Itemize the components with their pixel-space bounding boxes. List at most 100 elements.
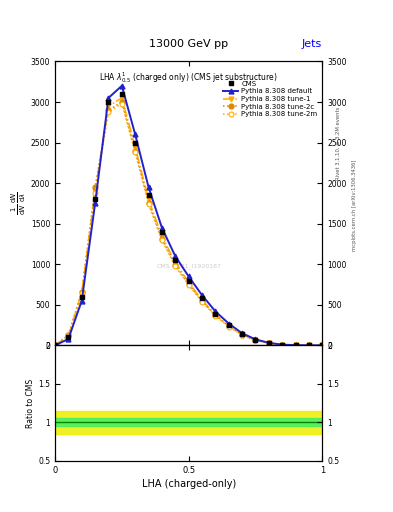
Pythia 8.308 tune-2c bbox=[53, 343, 57, 349]
Pythia 8.308 tune-2m bbox=[146, 201, 151, 207]
Text: Rivet 3.1.10, ≥ 3.2M events: Rivet 3.1.10, ≥ 3.2M events bbox=[336, 106, 341, 180]
Legend: CMS, Pythia 8.308 default, Pythia 8.308 tune-1, Pythia 8.308 tune-2c, Pythia 8.3: CMS, Pythia 8.308 default, Pythia 8.308 … bbox=[222, 79, 319, 119]
Line: Pythia 8.308 tune-2m: Pythia 8.308 tune-2m bbox=[53, 101, 325, 348]
Pythia 8.308 tune-1 bbox=[200, 297, 204, 303]
Pythia 8.308 default bbox=[66, 336, 71, 342]
CMS bbox=[93, 196, 97, 202]
CMS bbox=[280, 342, 285, 348]
Pythia 8.308 default bbox=[213, 308, 218, 314]
Text: CMS_2021_I1920187: CMS_2021_I1920187 bbox=[156, 263, 221, 269]
Pythia 8.308 tune-1 bbox=[266, 340, 271, 346]
CMS bbox=[133, 139, 138, 145]
Pythia 8.308 default bbox=[266, 340, 271, 346]
Pythia 8.308 default bbox=[106, 95, 111, 101]
Pythia 8.308 tune-2c bbox=[106, 107, 111, 113]
CMS bbox=[160, 229, 164, 235]
CMS bbox=[186, 278, 191, 284]
Pythia 8.308 tune-2m bbox=[79, 290, 84, 296]
Text: LHA $\lambda^{1}_{0.5}$ (charged only) (CMS jet substructure): LHA $\lambda^{1}_{0.5}$ (charged only) (… bbox=[99, 70, 278, 85]
Pythia 8.308 tune-1 bbox=[293, 342, 298, 348]
Line: CMS: CMS bbox=[53, 92, 325, 348]
CMS bbox=[119, 91, 124, 97]
Pythia 8.308 tune-1 bbox=[320, 343, 325, 349]
Pythia 8.308 default bbox=[186, 273, 191, 280]
Pythia 8.308 tune-1 bbox=[79, 290, 84, 296]
CMS bbox=[213, 311, 218, 317]
Pythia 8.308 tune-2m bbox=[133, 149, 138, 155]
Pythia 8.308 default bbox=[307, 343, 311, 349]
X-axis label: LHA (charged-only): LHA (charged-only) bbox=[141, 479, 236, 489]
Pythia 8.308 tune-2c bbox=[253, 337, 258, 343]
Pythia 8.308 default bbox=[119, 83, 124, 89]
Pythia 8.308 default bbox=[133, 132, 138, 138]
Line: Pythia 8.308 default: Pythia 8.308 default bbox=[53, 83, 325, 348]
Pythia 8.308 tune-1 bbox=[280, 342, 285, 348]
Text: mcplots.cern.ch [arXiv:1306.3436]: mcplots.cern.ch [arXiv:1306.3436] bbox=[352, 159, 357, 250]
Pythia 8.308 default bbox=[146, 184, 151, 190]
Pythia 8.308 tune-2c bbox=[160, 236, 164, 242]
Pythia 8.308 tune-2m bbox=[186, 282, 191, 288]
Pythia 8.308 tune-2c bbox=[293, 342, 298, 348]
Pythia 8.308 tune-2m bbox=[119, 100, 124, 106]
Pythia 8.308 default bbox=[320, 343, 325, 349]
Pythia 8.308 tune-1 bbox=[66, 333, 71, 339]
CMS bbox=[293, 342, 298, 348]
Pythia 8.308 tune-2m bbox=[106, 109, 111, 115]
CMS bbox=[200, 295, 204, 302]
Pythia 8.308 tune-2c bbox=[173, 262, 178, 268]
Pythia 8.308 tune-2c bbox=[93, 184, 97, 190]
Pythia 8.308 tune-2c bbox=[320, 343, 325, 349]
Pythia 8.308 tune-2c bbox=[79, 289, 84, 295]
Pythia 8.308 tune-1 bbox=[307, 343, 311, 349]
Pythia 8.308 tune-2m bbox=[173, 263, 178, 269]
CMS bbox=[253, 337, 258, 343]
Pythia 8.308 tune-2m bbox=[307, 343, 311, 349]
Pythia 8.308 tune-1 bbox=[106, 103, 111, 109]
Pythia 8.308 tune-2c bbox=[186, 281, 191, 287]
Pythia 8.308 default bbox=[253, 336, 258, 343]
Pythia 8.308 tune-1 bbox=[93, 188, 97, 195]
Pythia 8.308 tune-1 bbox=[213, 311, 218, 317]
Pythia 8.308 default bbox=[79, 298, 84, 304]
Pythia 8.308 tune-1 bbox=[253, 337, 258, 343]
Pythia 8.308 tune-1 bbox=[186, 279, 191, 285]
Pythia 8.308 default bbox=[240, 330, 244, 336]
Pythia 8.308 tune-1 bbox=[173, 260, 178, 266]
Y-axis label: $\frac{1}{\mathrm{d}N}\,\frac{\mathrm{d}N}{\mathrm{d}\lambda}$: $\frac{1}{\mathrm{d}N}\,\frac{\mathrm{d}… bbox=[10, 191, 28, 215]
Pythia 8.308 tune-1 bbox=[146, 196, 151, 202]
Pythia 8.308 tune-2c bbox=[119, 99, 124, 105]
Pythia 8.308 tune-1 bbox=[240, 331, 244, 337]
Pythia 8.308 tune-2m bbox=[66, 333, 71, 339]
Pythia 8.308 tune-2c bbox=[307, 343, 311, 349]
Pythia 8.308 tune-2c bbox=[213, 312, 218, 318]
Pythia 8.308 tune-2c bbox=[133, 147, 138, 154]
Pythia 8.308 tune-1 bbox=[53, 343, 57, 349]
Pythia 8.308 tune-2m bbox=[293, 342, 298, 348]
Pythia 8.308 tune-2c bbox=[280, 342, 285, 348]
Pythia 8.308 tune-2c bbox=[226, 323, 231, 329]
Pythia 8.308 default bbox=[53, 343, 57, 349]
Line: Pythia 8.308 tune-1: Pythia 8.308 tune-1 bbox=[53, 96, 325, 348]
Pythia 8.308 default bbox=[280, 342, 285, 348]
Pythia 8.308 tune-1 bbox=[133, 143, 138, 150]
Text: Jets: Jets bbox=[302, 38, 322, 49]
Pythia 8.308 tune-1 bbox=[119, 95, 124, 101]
Pythia 8.308 tune-2m bbox=[240, 332, 244, 338]
Pythia 8.308 default bbox=[173, 253, 178, 259]
Pythia 8.308 tune-2c bbox=[66, 332, 71, 338]
Pythia 8.308 tune-1 bbox=[226, 323, 231, 329]
Pythia 8.308 tune-2m bbox=[93, 190, 97, 196]
Pythia 8.308 tune-2m bbox=[200, 298, 204, 305]
CMS bbox=[240, 331, 244, 337]
Y-axis label: Ratio to CMS: Ratio to CMS bbox=[26, 378, 35, 428]
Pythia 8.308 tune-2m bbox=[213, 313, 218, 319]
Pythia 8.308 tune-2c bbox=[200, 298, 204, 304]
Pythia 8.308 tune-2m bbox=[53, 343, 57, 349]
Pythia 8.308 tune-2m bbox=[226, 324, 231, 330]
Pythia 8.308 tune-2m bbox=[280, 342, 285, 348]
CMS bbox=[66, 334, 71, 340]
Line: Pythia 8.308 tune-2c: Pythia 8.308 tune-2c bbox=[53, 99, 325, 348]
Pythia 8.308 tune-2c bbox=[240, 332, 244, 338]
Pythia 8.308 default bbox=[93, 200, 97, 206]
CMS bbox=[266, 340, 271, 346]
